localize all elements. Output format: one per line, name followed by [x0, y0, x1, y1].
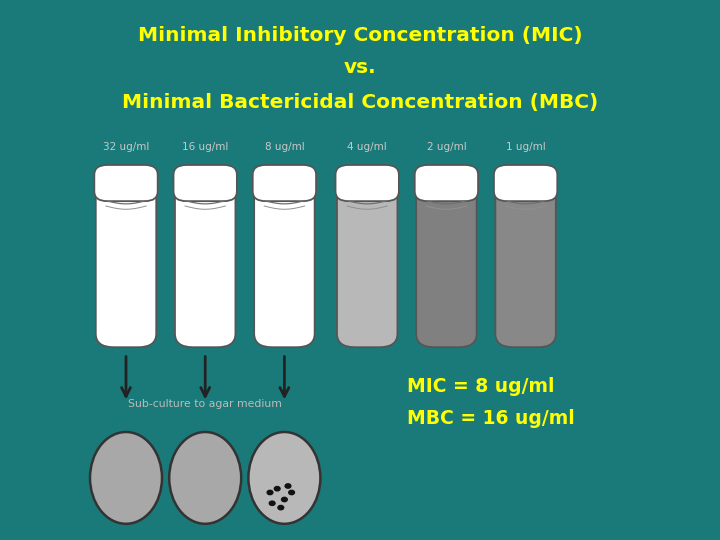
Ellipse shape — [248, 432, 320, 524]
FancyBboxPatch shape — [416, 185, 477, 347]
Circle shape — [285, 484, 291, 488]
Circle shape — [274, 487, 280, 491]
Text: MBC = 16 ug/ml: MBC = 16 ug/ml — [407, 409, 575, 428]
Circle shape — [269, 501, 275, 505]
Text: Minimal Inhibitory Concentration (MIC): Minimal Inhibitory Concentration (MIC) — [138, 25, 582, 45]
FancyBboxPatch shape — [254, 185, 315, 347]
Text: MIC = 8 ug/ml: MIC = 8 ug/ml — [407, 376, 554, 396]
Text: 4 ug/ml: 4 ug/ml — [347, 143, 387, 152]
Circle shape — [267, 490, 273, 495]
Text: 1 ug/ml: 1 ug/ml — [505, 143, 546, 152]
Text: 16 ug/ml: 16 ug/ml — [182, 143, 228, 152]
FancyBboxPatch shape — [336, 165, 399, 201]
FancyBboxPatch shape — [415, 165, 478, 201]
Text: Minimal Bactericidal Concentration (MBC): Minimal Bactericidal Concentration (MBC) — [122, 93, 598, 112]
FancyBboxPatch shape — [175, 185, 235, 347]
FancyBboxPatch shape — [94, 165, 158, 201]
FancyBboxPatch shape — [174, 165, 237, 201]
Text: 8 ug/ml: 8 ug/ml — [264, 143, 305, 152]
Text: Sub-culture to agar medium: Sub-culture to agar medium — [128, 399, 282, 409]
FancyBboxPatch shape — [96, 185, 156, 347]
Ellipse shape — [90, 432, 162, 524]
Text: 2 ug/ml: 2 ug/ml — [426, 143, 467, 152]
Circle shape — [282, 497, 287, 502]
FancyBboxPatch shape — [337, 185, 397, 347]
Circle shape — [289, 490, 294, 495]
FancyBboxPatch shape — [494, 165, 557, 201]
Ellipse shape — [169, 432, 241, 524]
Circle shape — [278, 505, 284, 510]
Text: vs.: vs. — [343, 58, 377, 77]
FancyBboxPatch shape — [253, 165, 316, 201]
FancyBboxPatch shape — [495, 185, 556, 347]
Text: 32 ug/ml: 32 ug/ml — [103, 143, 149, 152]
